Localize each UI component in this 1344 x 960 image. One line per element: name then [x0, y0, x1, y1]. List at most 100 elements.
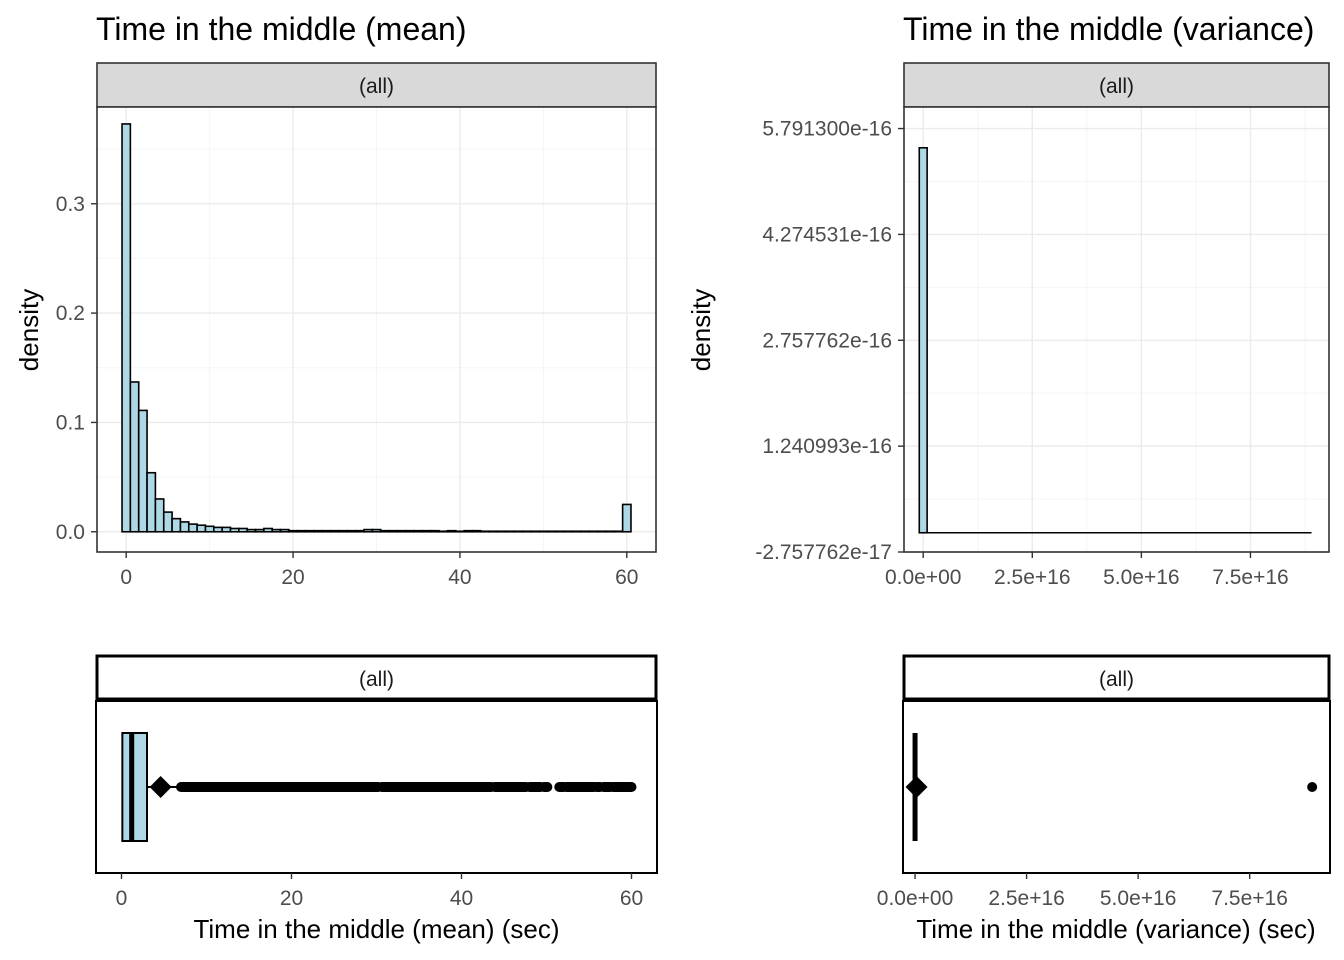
histogram-bar: [505, 530, 515, 533]
histogram-bar: [538, 530, 549, 533]
histogram-bar: [229, 527, 240, 533]
histogram-bar: [388, 529, 399, 533]
histogram-bar: [404, 529, 415, 533]
x-tick-label: 5.0e+16: [1100, 887, 1177, 910]
histogram-bar: [621, 503, 632, 533]
histogram-bar: [446, 529, 457, 533]
x-tick-label: 0: [116, 887, 128, 910]
histogram-bar: [296, 529, 307, 533]
box-mean-marker: [149, 776, 172, 798]
box-mean-xlabel: Time in the middle (mean) (sec): [193, 914, 559, 944]
histogram-bar: [263, 527, 274, 533]
x-tick-label: 40: [448, 566, 471, 589]
y-tick-label: 1.240993e-16: [762, 435, 892, 458]
hist-variance-title: Time in the middle (variance): [903, 11, 1314, 47]
histogram-bar: [196, 524, 207, 533]
histogram-bar: [354, 529, 365, 533]
histogram-bar: [421, 529, 432, 533]
histogram-bar: [288, 529, 299, 533]
hist-mean-panel-border: [96, 106, 657, 553]
histogram-bar: [279, 528, 290, 533]
histogram-bar: [571, 530, 582, 533]
y-tick-label: 4.274531e-16: [762, 223, 892, 246]
histogram-bar: [179, 521, 190, 533]
histogram-bar: [238, 527, 248, 533]
y-tick-label: 2.757762e-16: [762, 329, 892, 352]
histogram-bar: [546, 530, 557, 533]
histogram-bar: [588, 530, 599, 533]
histogram-bar: [338, 529, 349, 533]
hist-variance-panel: (all) 0.0e+00 2.5e+16 5.0e+16 7.5e+16 -2.757…: [686, 62, 1330, 589]
hist-variance-strip-label: (all): [1099, 75, 1134, 98]
x-tick-label: 0.0e+00: [877, 887, 954, 910]
x-tick-label: 7.5e+16: [1212, 566, 1289, 589]
histogram-bar: [321, 529, 332, 533]
histogram-bar: [221, 526, 232, 533]
histogram-bar: [530, 530, 540, 533]
histogram-bar: [596, 530, 607, 533]
histogram-bar: [171, 517, 182, 533]
box-variance-panel: (all) 0.0e+00 2.5e+16 5.0e+16 7.5e+16 Time …: [877, 654, 1331, 944]
x-tick-label: 20: [280, 887, 303, 910]
box-mean-strip-label: (all): [359, 668, 394, 691]
box-variance-panel-border: [902, 700, 1331, 874]
hist-mean-ylabel: density: [14, 289, 44, 371]
y-tick-label: 0.3: [56, 193, 85, 216]
histogram-bar: [429, 529, 440, 533]
histogram-bar: [371, 528, 382, 533]
x-tick-label: 2.5e+16: [988, 887, 1065, 910]
x-tick-label: 20: [281, 566, 304, 589]
hist-mean-strip-label: (all): [359, 75, 394, 98]
box-mean-marker: [905, 776, 928, 798]
histogram-bar: [162, 511, 173, 533]
x-tick-label: 60: [615, 566, 638, 589]
histogram-bar: [146, 471, 157, 533]
y-tick-label: 0.2: [56, 302, 85, 325]
x-tick-label: 60: [620, 887, 643, 910]
histogram-bar: [121, 123, 132, 533]
histogram-bar: [613, 530, 624, 533]
x-tick-label: 2.5e+16: [994, 566, 1071, 589]
histogram-bar: [213, 526, 223, 533]
histogram-bar: [488, 530, 499, 533]
box-variance-strip-label: (all): [1099, 668, 1134, 691]
histogram-bar: [513, 530, 524, 533]
histogram-bar: [313, 529, 324, 533]
histogram-bar: [496, 530, 507, 533]
box-mean-strip: [95, 654, 658, 701]
histogram-bar: [918, 146, 928, 534]
histogram-bar: [479, 530, 490, 533]
histogram-bar: [605, 530, 616, 533]
histogram-bar: [471, 529, 482, 533]
histogram-bar: [271, 528, 282, 533]
box-variance-xlabel: Time in the middle (variance) (sec): [916, 914, 1315, 944]
histogram-bar: [521, 530, 532, 533]
histogram-bar: [563, 530, 574, 533]
hist-variance-panel-border: [903, 106, 1330, 553]
histogram-bar: [555, 530, 566, 533]
hist-mean-title: Time in the middle (mean): [96, 11, 467, 47]
histogram-bar: [246, 528, 257, 533]
hist-variance-plot-bg: [904, 107, 1329, 552]
histogram-bar: [154, 498, 165, 533]
x-tick-label: 40: [450, 887, 473, 910]
box-outlier: [1307, 782, 1318, 792]
histogram-bar: [379, 529, 390, 533]
histogram-bar: [137, 409, 148, 533]
histogram-bar: [204, 525, 215, 533]
histogram-bar: [329, 529, 340, 533]
hist-mean-panel: (all) 0 20 40 60 0.0 0.1 0.2 0.3 density: [14, 62, 657, 589]
hist-variance-strip: [903, 62, 1330, 108]
y-tick-label: 0.1: [56, 411, 85, 434]
histogram-bar: [463, 529, 474, 533]
box-variance-strip: [902, 654, 1331, 701]
histogram-bar: [413, 529, 424, 533]
histogram-bar: [438, 530, 449, 533]
x-tick-label: 0.0e+00: [885, 566, 962, 589]
y-tick-label: 0.0: [56, 521, 85, 544]
hist-variance-ylabel: density: [686, 289, 716, 371]
histogram-bar: [187, 523, 198, 533]
x-tick-label: 7.5e+16: [1211, 887, 1288, 910]
box-mean-panel: (all) 0 20 40 60 Time in the middle (mean) …: [95, 654, 658, 944]
